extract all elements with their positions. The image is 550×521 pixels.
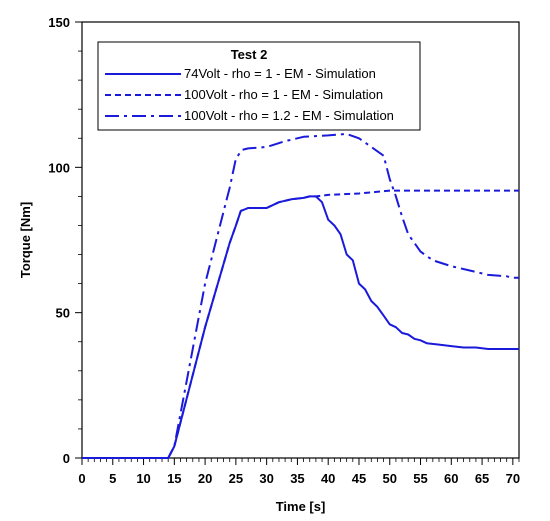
x-tick-label: 30 [259, 471, 273, 486]
legend-label-3: 100Volt - rho = 1.2 - EM - Simulation [184, 108, 394, 123]
plot-frame [81, 21, 520, 459]
legend-items: 74Volt - rho = 1 - EM - Simulation 100Vol… [105, 66, 394, 123]
x-tick-label: 45 [352, 471, 366, 486]
x-tick-label: 55 [413, 471, 427, 486]
x-tick-label: 50 [383, 471, 397, 486]
x-tick-label: 20 [198, 471, 212, 486]
y-tick-label: 100 [48, 160, 70, 175]
x-tick-label: 5 [109, 471, 116, 486]
x-tick-label: 15 [167, 471, 181, 486]
x-axis: 0 5 10 15 20 25 30 35 40 45 50 55 60 65 70 [78, 458, 520, 486]
y-tick-label: 150 [48, 15, 70, 30]
x-axis-title: Time [s] [276, 499, 326, 514]
y-tick-label: 0 [63, 451, 70, 466]
x-tick-label: 65 [475, 471, 489, 486]
x-tick-label: 70 [506, 471, 520, 486]
legend-label-2: 100Volt - rho = 1 - EM - Simulation [184, 87, 383, 102]
plot-border [81, 21, 520, 459]
x-tick-label: 25 [229, 471, 243, 486]
y-axis-title: Torque [Nm] [18, 202, 33, 278]
series-line-3 [82, 132, 519, 459]
series-layer [82, 132, 519, 459]
y-tick-label: 50 [56, 306, 70, 321]
legend-label-1: 74Volt - rho = 1 - EM - Simulation [184, 66, 376, 81]
series-line-1 [82, 195, 519, 459]
x-tick-label: 60 [444, 471, 458, 486]
legend-title: Test 2 [231, 47, 268, 62]
x-tick-label: 40 [321, 471, 335, 486]
x-tick-label: 10 [136, 471, 150, 486]
series-line-2 [82, 189, 519, 459]
x-tick-label: 0 [78, 471, 85, 486]
x-tick-label: 35 [290, 471, 304, 486]
y-axis: 0 50 100 150 [48, 15, 82, 466]
legend: Test 2 74Volt - rho = 1 - EM - Simulatio… [97, 41, 421, 131]
